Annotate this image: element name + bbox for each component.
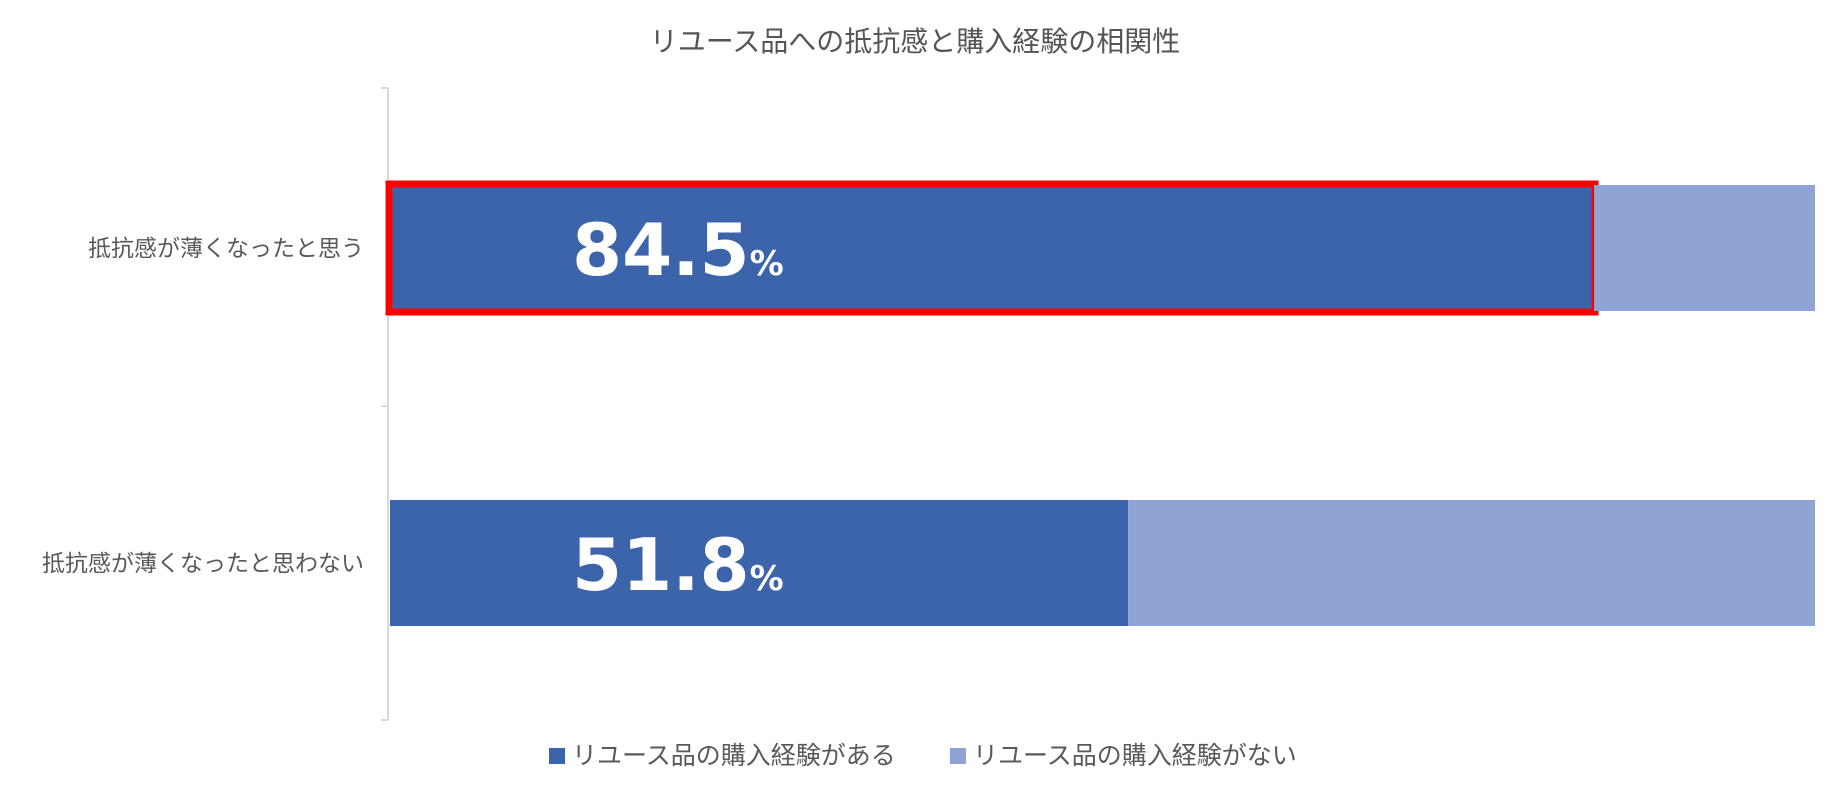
category-label: 抵抗感が薄くなったと思わない (42, 551, 364, 577)
bar-segment (1594, 185, 1815, 311)
legend: リユース品の購入経験がある リユース品の購入経験がない (549, 741, 1297, 770)
legend-label: リユース品の購入経験がない (973, 741, 1297, 770)
bars-group (385, 180, 1815, 626)
data-labels: 84.5%51.8% (572, 208, 784, 607)
data-label-unit: % (750, 559, 784, 599)
legend-label: リユース品の購入経験がある (572, 741, 896, 770)
chart-title: リユース品への抵抗感と購入経験の相関性 (650, 25, 1181, 58)
bar-segment (1128, 500, 1815, 626)
category-label: 抵抗感が薄くなったと思う (88, 236, 364, 262)
data-label-value: 84.5 (572, 208, 750, 292)
data-label: 51.8% (572, 523, 784, 607)
bar-segment (390, 500, 1129, 626)
legend-swatch (549, 748, 565, 764)
data-label: 84.5% (572, 208, 784, 292)
data-label-unit: % (750, 244, 784, 284)
legend-swatch (950, 748, 966, 764)
bar-segment (390, 185, 1595, 311)
data-label-value: 51.8 (572, 523, 750, 607)
